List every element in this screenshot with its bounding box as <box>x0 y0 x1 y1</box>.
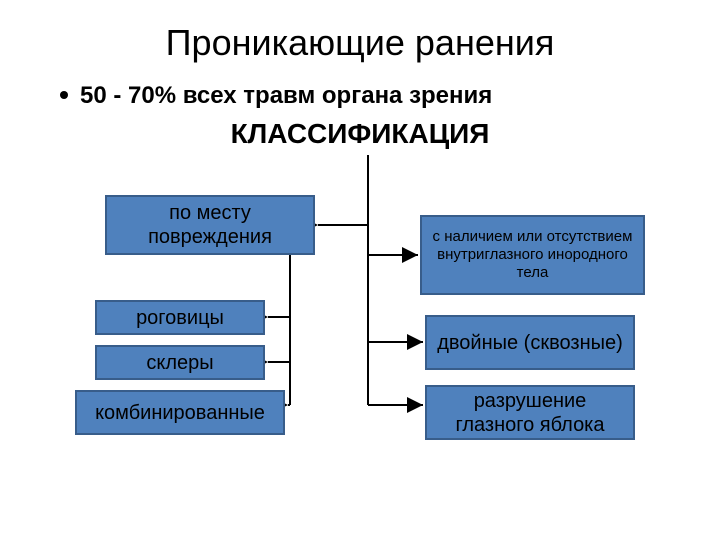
node-destruction: разрушение глазного яблока <box>425 385 635 440</box>
stat-bullet: 50 - 70% всех травм органа зрения <box>60 82 492 110</box>
bullet-text: 50 - 70% всех травм органа зрения <box>80 82 492 109</box>
page-title: Проникающие ранения <box>0 22 720 64</box>
node-combined: комбинированные <box>75 390 285 435</box>
node-sclera: склеры <box>95 345 265 380</box>
node-foreign-body: с наличием или отсутствием внутриглазног… <box>420 215 645 295</box>
node-root-left: по месту повреждения <box>105 195 315 255</box>
node-double: двойные (сквозные) <box>425 315 635 370</box>
node-cornea: роговицы <box>95 300 265 335</box>
classification-heading: КЛАССИФИКАЦИЯ <box>0 118 720 150</box>
bullet-dot-icon <box>60 91 68 99</box>
